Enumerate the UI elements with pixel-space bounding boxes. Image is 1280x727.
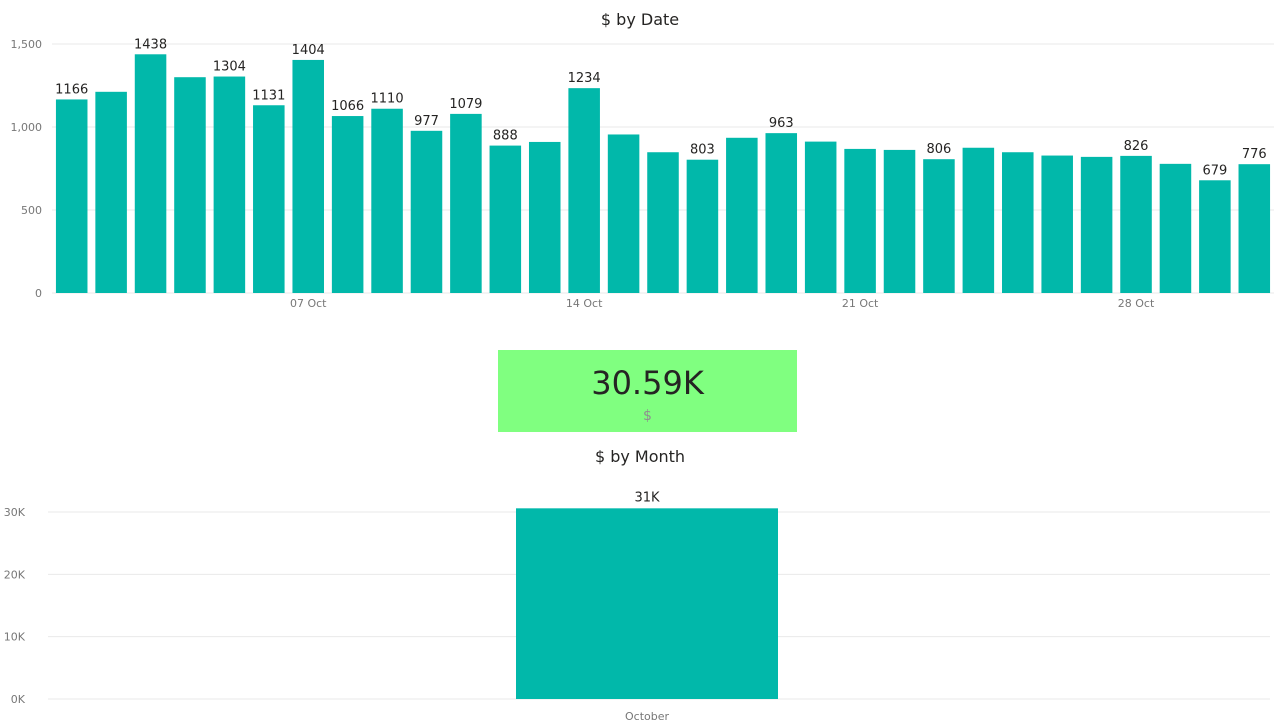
date-bar: [528, 141, 561, 293]
month-bar: [516, 508, 778, 699]
date-bar: [568, 88, 600, 293]
date-bar: [726, 137, 758, 293]
date-y-tick-label: 1,000: [11, 121, 43, 134]
month-y-tick-label: 30K: [4, 506, 26, 519]
date-bar: [174, 77, 206, 293]
date-bar: [134, 54, 167, 294]
date-data-label: 963: [769, 116, 794, 131]
date-data-label: 977: [414, 114, 439, 129]
date-data-label: 1131: [252, 88, 285, 103]
date-x-tick-label: 21 Oct: [842, 297, 879, 310]
date-bar: [1159, 163, 1192, 293]
date-data-label: 806: [927, 142, 952, 157]
date-bar: [489, 145, 522, 293]
date-bar: [1238, 164, 1271, 293]
date-bar: [923, 159, 955, 293]
date-bar: [607, 134, 640, 293]
date-bar: [1199, 180, 1231, 293]
kpi-card-label: $: [643, 408, 652, 424]
date-bar: [1120, 155, 1152, 293]
date-data-label: 888: [493, 129, 518, 144]
date-bar: [55, 99, 88, 293]
date-bar: [962, 147, 995, 293]
date-bar: [95, 91, 127, 293]
date-data-label: 1079: [449, 97, 482, 112]
date-x-tick-label: 28 Oct: [1118, 297, 1155, 310]
date-bar: [804, 141, 837, 293]
date-data-label: 1404: [292, 43, 325, 58]
date-bar: [410, 130, 443, 293]
date-data-label: 826: [1124, 139, 1149, 154]
date-bar: [1080, 156, 1113, 293]
month-y-tick-label: 20K: [4, 568, 26, 581]
month-x-tick-label: October: [625, 710, 669, 723]
date-y-tick-label: 500: [21, 204, 42, 217]
date-bar: [450, 113, 482, 293]
date-x-tick-label: 07 Oct: [290, 297, 327, 310]
date-bar: [647, 152, 679, 293]
date-bar: [765, 133, 798, 293]
date-bar-chart: 0 500 1,000 1,500 1166 1438 1304 1131 1404 1066 11…: [11, 37, 1274, 310]
date-data-label: 776: [1242, 147, 1267, 162]
date-bar: [213, 76, 246, 293]
month-y-tick-label: 0K: [11, 693, 26, 706]
date-bar: [292, 59, 324, 293]
date-data-label: 1166: [55, 82, 88, 97]
date-data-label: 1438: [134, 37, 167, 52]
kpi-card-value: 30.59K: [591, 364, 704, 402]
date-bar: [1002, 152, 1034, 293]
date-data-label: 679: [1202, 163, 1227, 178]
date-chart-title: $ by Date: [600, 10, 680, 29]
date-y-tick-label: 0: [35, 287, 42, 300]
date-data-label: 1110: [371, 92, 404, 107]
date-bar: [1041, 155, 1073, 293]
date-x-tick-label: 14 Oct: [566, 297, 603, 310]
kpi-card: 30.59K $: [498, 350, 797, 432]
date-bar: [686, 159, 719, 293]
month-chart-title: $ by Month: [594, 447, 686, 466]
date-bar: [883, 149, 916, 293]
date-data-label: 1066: [331, 99, 364, 114]
date-data-label: 803: [690, 143, 715, 158]
date-y-tick-label: 1,500: [11, 38, 43, 51]
date-bar: [331, 116, 364, 293]
date-data-label: 1234: [568, 71, 601, 86]
date-bar: [253, 105, 285, 293]
month-y-tick-label: 10K: [4, 631, 26, 644]
month-data-label: 31K: [634, 490, 660, 505]
date-bar: [371, 108, 403, 294]
date-data-label: 1304: [213, 60, 246, 75]
date-bar: [844, 148, 876, 293]
